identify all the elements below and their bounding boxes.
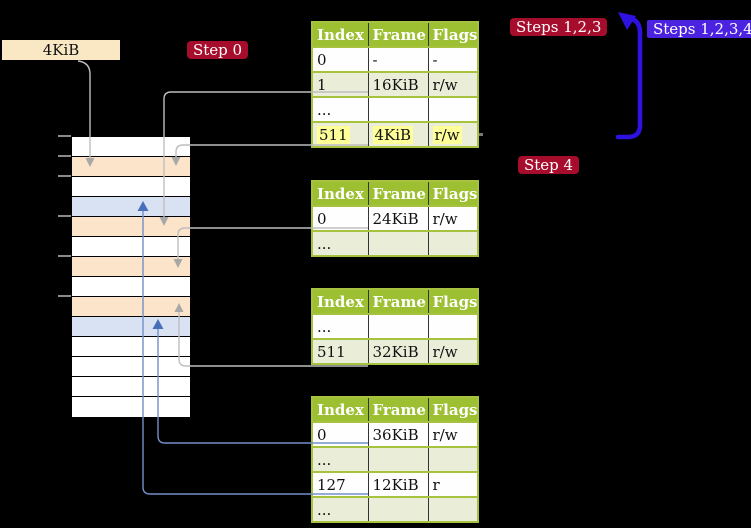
memory-row-14-white	[72, 397, 190, 417]
column-header-index: Index	[312, 181, 369, 207]
table-cell: r/w	[428, 206, 478, 232]
column-header-flags: Flags	[428, 181, 478, 207]
highlighted-value: 4KiB	[372, 125, 414, 144]
memory-tick	[58, 255, 71, 257]
table-cell: r/w	[428, 72, 478, 98]
column-header-index: Index	[312, 397, 369, 423]
table1-right-dash	[479, 133, 483, 136]
arrow-t1-entry511-to-frame	[171, 144, 368, 166]
memory-row-8-white	[72, 277, 190, 297]
highlighted-value: 511	[317, 125, 350, 144]
column-header-flags: Flags	[428, 22, 478, 48]
table-cell	[368, 447, 429, 473]
memory-row-4-blue	[72, 197, 190, 217]
memory-tick	[58, 155, 71, 157]
steps123-badge: Steps 1,2,3	[510, 18, 608, 36]
table-cell: 0	[312, 47, 369, 73]
table-cell	[428, 231, 478, 257]
table-cell: 1	[312, 72, 369, 98]
memory-row-10-blue	[72, 317, 190, 337]
memory-tick	[58, 175, 71, 177]
table-cell: 4KiB	[368, 122, 429, 148]
table-cell: 32KiB	[368, 339, 429, 365]
table-cell: ...	[312, 314, 369, 340]
table-cell: r/w	[428, 122, 478, 148]
table-cell: 0	[312, 206, 369, 232]
column-header-frame: Frame	[368, 22, 429, 48]
table-cell: 0	[312, 422, 369, 448]
arrow-steps1234-loop	[615, 12, 643, 140]
memory-row-3-white	[72, 177, 190, 197]
table-cell: r/w	[428, 422, 478, 448]
table-row: 0 24KiB r/w	[312, 206, 478, 232]
memory-row-6-white	[72, 237, 190, 257]
table-row: ...	[312, 231, 478, 257]
page-table-4: Index Frame Flags 0 36KiB r/w... 127 12KiB r...	[311, 396, 479, 523]
table-cell: 127	[312, 472, 369, 498]
column-header-frame: Frame	[368, 289, 429, 315]
table-cell	[428, 97, 478, 123]
table-row: ...	[312, 314, 478, 340]
table-cell: ...	[312, 447, 369, 473]
table-row: 127 12KiB r	[312, 472, 478, 498]
memory-row-2-peach	[72, 157, 190, 177]
table-cell	[428, 314, 478, 340]
table-row: ...	[312, 97, 478, 123]
table-row: 511 4KiB r/w	[312, 122, 478, 148]
table-cell: 36KiB	[368, 422, 429, 448]
table-row: 511 32KiB r/w	[312, 339, 478, 365]
page-table-2: Index Frame Flags 0 24KiB r/w...	[311, 180, 479, 257]
column-header-frame: Frame	[368, 181, 429, 207]
page-size-box: 4KiB	[2, 40, 120, 60]
column-header-frame: Frame	[368, 397, 429, 423]
memory-row-1-white	[72, 137, 190, 157]
table-row: 0--	[312, 47, 478, 73]
table-cell: 12KiB	[368, 472, 429, 498]
table-cell: -	[368, 47, 429, 73]
memory-row-5-peach	[72, 217, 190, 237]
column-header-flags: Flags	[428, 289, 478, 315]
table-cell	[428, 497, 478, 523]
table-row: 0 36KiB r/w	[312, 422, 478, 448]
memory-row-12-white	[72, 357, 190, 377]
table-cell: ...	[312, 97, 369, 123]
table-cell	[368, 314, 429, 340]
memory-row-13-white	[72, 377, 190, 397]
page-size-label: 4KiB	[42, 41, 80, 59]
table-cell	[368, 497, 429, 523]
memory-row-7-peach	[72, 257, 190, 277]
steps1234-badge: Steps 1,2,3,4	[647, 20, 751, 38]
table-cell: 16KiB	[368, 72, 429, 98]
step0-badge: Step 0	[187, 41, 249, 59]
memory-row-9-peach	[72, 297, 190, 317]
table-cell	[368, 231, 429, 257]
page-table-3: Index Frame Flags... 511 32KiB r/w	[311, 288, 479, 365]
table-row: 1 16KiB r/w	[312, 72, 478, 98]
page-table-1: Index Frame Flags 0- -1 16KiB r/w... 511 4KiB r/w	[311, 21, 479, 148]
physical-memory-column	[71, 136, 191, 418]
table-cell: r/w	[428, 339, 478, 365]
table-row: ...	[312, 447, 478, 473]
table-cell: ...	[312, 497, 369, 523]
memory-tick	[58, 215, 71, 217]
table-cell: 511	[312, 339, 369, 365]
table-row: ...	[312, 497, 478, 523]
table-cell: 24KiB	[368, 206, 429, 232]
highlighted-value: r/w	[432, 125, 462, 144]
table-cell: -	[428, 47, 478, 73]
step4-badge: Step 4	[518, 156, 580, 174]
memory-tick	[58, 295, 71, 297]
table-cell: ...	[312, 231, 369, 257]
memory-row-11-white	[72, 337, 190, 357]
column-header-flags: Flags	[428, 397, 478, 423]
table-cell: 511	[312, 122, 369, 148]
table-cell	[368, 97, 429, 123]
memory-tick	[58, 135, 71, 137]
column-header-index: Index	[312, 289, 369, 315]
table-cell: r	[428, 472, 478, 498]
table-cell	[428, 447, 478, 473]
column-header-index: Index	[312, 22, 369, 48]
